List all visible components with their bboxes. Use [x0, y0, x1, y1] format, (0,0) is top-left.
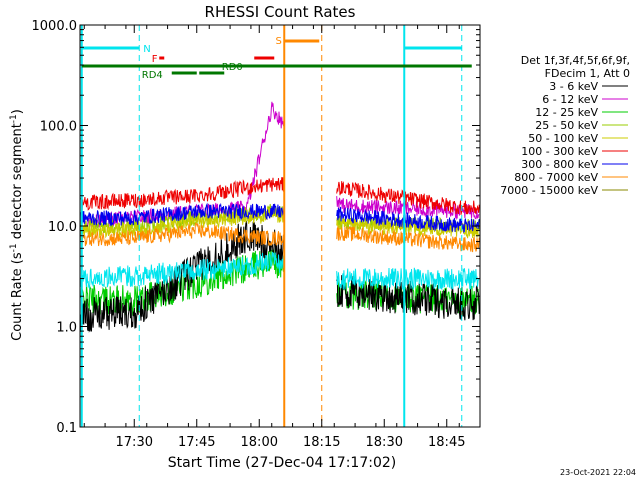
x-tick-label: 18:30 — [366, 435, 403, 450]
legend-entry-label: 300 - 800 keV — [521, 158, 598, 171]
x-tick-label: 17:45 — [178, 435, 215, 450]
x-tick-label: 18:45 — [428, 435, 465, 450]
legend-entry-label: 3 - 6 keV — [549, 80, 598, 93]
y-tick-label: 10.0 — [48, 220, 77, 235]
series-100300kev — [80, 177, 480, 215]
axes: 0.1 1.0 10.0 100.0 1000.0 17:30 17:45 18:00 18:1… — [32, 19, 480, 450]
series-cyan-band — [80, 251, 480, 291]
y-tick-label: 100.0 — [40, 120, 77, 135]
flag-label-n: N — [143, 44, 150, 55]
generated-timestamp: 23-Oct-2021 22:04 — [560, 468, 636, 477]
legend-entry-label: 50 - 100 keV — [528, 132, 598, 145]
series-8007000kev — [80, 222, 480, 253]
legend-entry-label: 100 - 300 keV — [521, 145, 598, 158]
x-tick-label: 17:30 — [116, 435, 153, 450]
flag-label-s: S — [276, 36, 282, 47]
y-tick-label: 0.1 — [56, 421, 77, 436]
chart-title: RHESSI Count Rates — [205, 3, 356, 21]
legend: Det 1f,3f,4f,5f,6f,9f,FDecim 1, Att 03 -… — [500, 54, 630, 197]
legend-entry-label: 12 - 25 keV — [535, 106, 598, 119]
legend-header: FDecim 1, Att 0 — [545, 67, 630, 80]
x-tick-label: 18:00 — [241, 435, 278, 450]
series-layer — [80, 101, 480, 333]
legend-entry-label: 800 - 7000 keV — [514, 171, 598, 184]
y-tick-label: 1000.0 — [32, 19, 78, 34]
flag-label-rd0: RD0 — [222, 62, 243, 73]
flag-label-f: F — [152, 54, 158, 65]
series-300800kev — [80, 202, 480, 233]
legend-entry-label: 6 - 12 keV — [542, 93, 598, 106]
legend-header: Det 1f,3f,4f,5f,6f,9f, — [521, 54, 630, 67]
flag-label-rd4: RD4 — [142, 70, 163, 81]
legend-entry-label: 7000 - 15000 keV — [500, 184, 598, 197]
y-axis-label: Count Rate (s-1 detector segment-1) — [9, 109, 25, 341]
flag-bars: NF RD0 RD4 S — [80, 25, 472, 427]
x-tick-label: 18:15 — [303, 435, 340, 450]
x-axis-label: Start Time (27-Dec-04 17:17:02) — [168, 455, 396, 471]
legend-entry-label: 25 - 50 keV — [535, 119, 598, 132]
y-tick-label: 1.0 — [56, 321, 77, 336]
